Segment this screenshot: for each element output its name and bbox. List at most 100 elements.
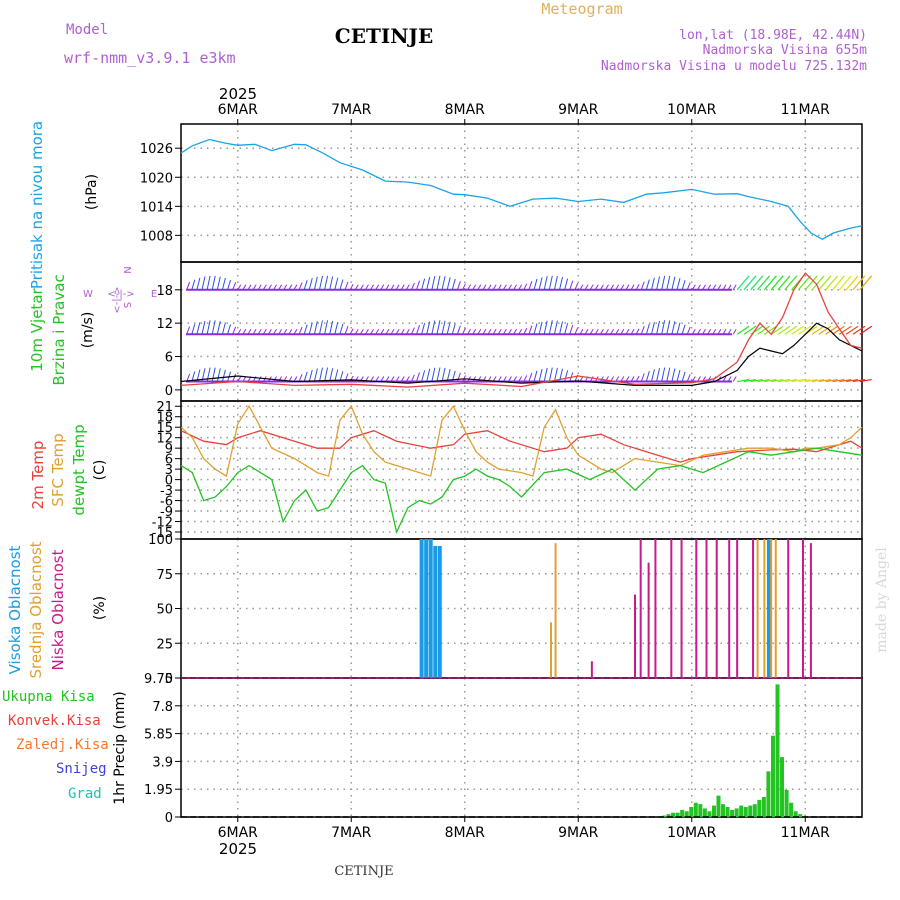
wind-barb — [671, 368, 676, 382]
wind-barb — [400, 284, 405, 291]
wind-barb — [405, 284, 410, 291]
wind-direction-arrow — [770, 275, 784, 291]
dir-e-label: E — [151, 289, 157, 300]
wind-barb — [620, 329, 625, 335]
wind-barb — [564, 370, 569, 382]
wind-barb — [349, 328, 354, 335]
wind-barb — [278, 376, 283, 382]
dir-n-label: N — [121, 266, 132, 273]
wind-direction-arrow — [784, 275, 798, 291]
wind-direction-arrow — [825, 275, 839, 291]
pressure-series-line — [180, 138, 863, 240]
wind-barb — [196, 277, 201, 290]
wind-barb — [431, 275, 436, 290]
temperature-ytick-label: 9 — [165, 442, 173, 457]
wind-barb — [303, 324, 308, 335]
wind-barb — [375, 376, 380, 382]
wind-barb — [681, 324, 686, 335]
precip-unit: 1hr Precip (mm) — [112, 691, 128, 804]
wind-barb — [681, 371, 686, 382]
wind-barb — [497, 376, 502, 382]
wind-barb — [661, 275, 666, 290]
wind-barb — [395, 376, 400, 382]
cloud-bar — [419, 539, 424, 678]
city-title: CETINJE — [335, 24, 433, 48]
precip-ytick-label: 9.75 — [144, 672, 173, 687]
wind-barb — [472, 329, 477, 335]
cloud-bar — [670, 539, 673, 678]
temp-2m-Temp-line — [180, 430, 863, 463]
wind-barb — [594, 284, 599, 291]
wind-barb — [349, 375, 354, 382]
wind-barb — [329, 368, 334, 382]
wind-barb — [308, 278, 313, 290]
wind-barb — [487, 284, 492, 291]
wind-barb — [528, 325, 533, 335]
wind-barb — [257, 284, 262, 291]
wind-barb — [451, 323, 456, 335]
wind-direction-arrow — [750, 275, 764, 291]
wind-barb — [666, 275, 671, 290]
wind-barb — [477, 329, 482, 335]
wind-barb — [339, 279, 344, 290]
wind-barb — [676, 369, 681, 382]
precip-bar — [684, 811, 689, 817]
temperature-ytick-label: -12 — [152, 516, 173, 531]
precip-bar — [748, 805, 753, 817]
wind-barb — [380, 376, 385, 382]
precip-ytick-label: 5.85 — [144, 728, 173, 743]
wind-barb — [416, 372, 420, 382]
wind-barb — [237, 329, 242, 335]
wind-barb — [518, 329, 523, 335]
wind-direction-arrow — [845, 275, 859, 291]
cloud-bar — [766, 539, 771, 678]
wind-direction-arrow — [757, 378, 770, 383]
wind-barb — [380, 329, 385, 335]
wind-direction-arrow — [859, 275, 873, 291]
wind-barb — [492, 284, 497, 291]
wind-direction-arrow — [859, 378, 872, 383]
wind-barb — [462, 327, 466, 335]
precip-bar — [775, 684, 780, 817]
x-label-bottom: 9MAR — [558, 825, 599, 841]
temp-SFC-Temp-line — [180, 404, 863, 478]
wind-barb — [446, 277, 451, 290]
wind-barb — [426, 368, 431, 382]
wind-barb — [385, 376, 390, 382]
wind-barb — [702, 284, 706, 291]
wind-direction-arrow — [757, 275, 771, 291]
wind-barb — [589, 329, 594, 335]
wind-barb — [298, 326, 303, 335]
wind-direction-arrow — [832, 325, 845, 335]
wind-barb — [671, 276, 676, 290]
wind-barb — [278, 284, 283, 291]
wind-direction-arrow — [852, 378, 866, 383]
cloud-bar — [428, 539, 433, 678]
wind-barb — [293, 376, 298, 382]
x-label-top: 11MAR — [781, 102, 830, 118]
x-label-top: 9MAR — [558, 102, 599, 118]
pressure-frame — [180, 123, 863, 263]
x-label-bottom: 8MAR — [445, 825, 486, 841]
wind-barb — [416, 280, 420, 290]
wind-barb — [385, 284, 390, 291]
model-name: wrf-nmm_v3.9.1 e3km — [64, 49, 236, 67]
wind-barb — [518, 284, 523, 291]
precip-bar — [716, 795, 721, 817]
pressure-ytick-label: 1014 — [140, 200, 173, 215]
wind-barb — [610, 284, 615, 291]
precip-bar — [666, 814, 671, 817]
wind-barb — [727, 284, 732, 291]
wind-barb — [686, 282, 691, 290]
wind-barb — [441, 320, 446, 335]
precip-bar — [730, 809, 735, 817]
wind-direction-arrow — [777, 275, 791, 291]
lonlat: lon,lat (18.98E, 42.44N) — [679, 28, 867, 43]
wind-barb — [354, 329, 359, 335]
wind-barb — [421, 278, 426, 290]
precip-bar — [780, 757, 785, 817]
precip-bar — [662, 815, 667, 817]
temperature-ytick-label: -9 — [160, 505, 173, 520]
wind-direction-arrow — [777, 325, 791, 335]
wind-barb — [508, 329, 512, 335]
